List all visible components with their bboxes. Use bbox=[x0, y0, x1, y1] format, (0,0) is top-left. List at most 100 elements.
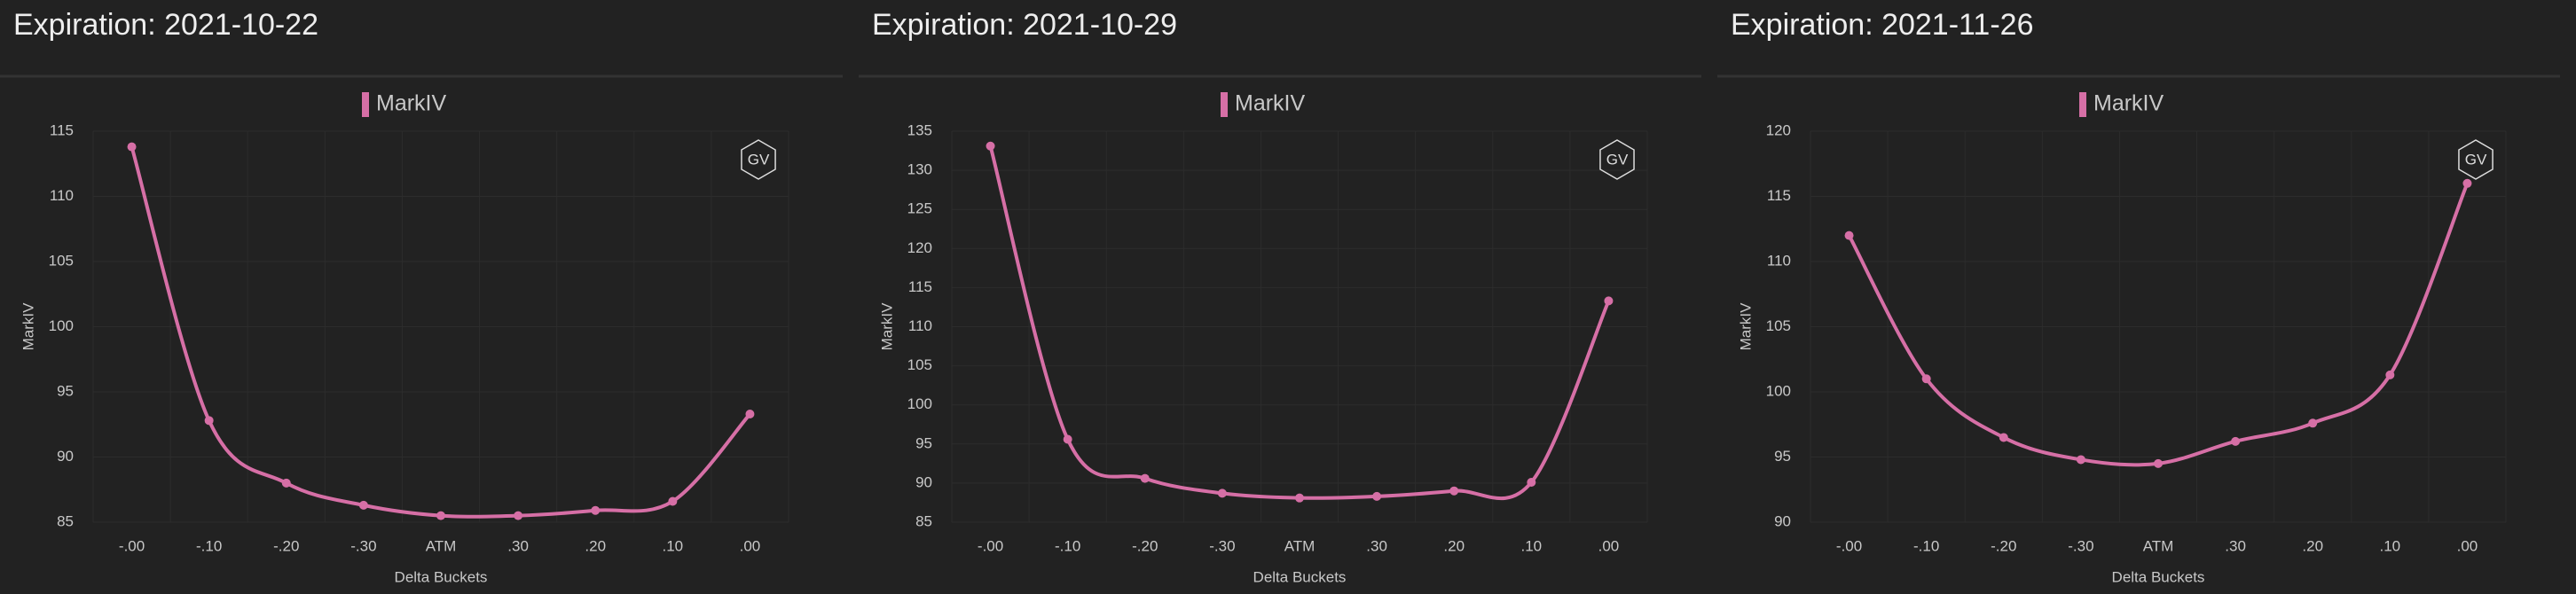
chart-panel: Expiration: 2021-10-29 85 90 95 100 105 110 115… bbox=[859, 8, 1701, 585]
x-tick-label: .10 bbox=[1521, 537, 1543, 554]
point bbox=[1844, 231, 1854, 240]
logo-hexagon bbox=[741, 139, 776, 180]
x-tick-label: -.30 bbox=[1209, 537, 1235, 554]
y-tick-label: 105 bbox=[49, 252, 74, 269]
y-tick-label: 90 bbox=[57, 448, 74, 465]
x-tick-label: ATM bbox=[426, 537, 457, 554]
x-tick-label: ATM bbox=[1284, 537, 1315, 554]
point bbox=[1140, 473, 1150, 483]
y-tick-label: 100 bbox=[907, 395, 932, 412]
point bbox=[1999, 433, 2008, 442]
point bbox=[1295, 493, 1304, 503]
legend-swatch bbox=[362, 92, 369, 117]
y-axis-title: MarkIV bbox=[1737, 302, 1754, 351]
legend-label: MarkIV bbox=[1235, 91, 1306, 116]
chart-panel: Expiration: 2021-11-26 90 95 100 105 110 115 12… bbox=[1717, 8, 2560, 585]
y-tick-label: 90 bbox=[1774, 512, 1791, 529]
y-tick-label: 100 bbox=[49, 317, 74, 334]
y-tick-label: 95 bbox=[57, 382, 74, 399]
y-tick-label: 125 bbox=[907, 200, 932, 217]
y-tick-label: 85 bbox=[57, 512, 74, 529]
y-tick-label: 120 bbox=[907, 239, 932, 256]
x-tick-label: .20 bbox=[1443, 537, 1465, 554]
logo-hexagon bbox=[1599, 139, 1635, 180]
y-tick-label: 105 bbox=[1766, 317, 1791, 334]
line bbox=[130, 146, 751, 519]
chart-title: Expiration: 2021-10-22 bbox=[13, 8, 318, 42]
x-tick-label: .30 bbox=[1366, 537, 1387, 554]
legend-swatch bbox=[1221, 92, 1228, 117]
y-tick-label: 115 bbox=[908, 278, 932, 295]
point bbox=[2462, 178, 2472, 188]
chart-panel: Expiration: 2021-10-22 85 90 95 100 105 110 115… bbox=[0, 8, 843, 585]
y-tick-label: 115 bbox=[50, 121, 74, 138]
x-tick-label: .30 bbox=[2225, 537, 2246, 554]
y-tick-label: 120 bbox=[1766, 121, 1791, 138]
y-tick-label: 105 bbox=[907, 356, 932, 373]
x-tick-label: -.20 bbox=[1991, 537, 2016, 554]
legend-label: MarkIV bbox=[2093, 91, 2164, 116]
x-tick-label: ATM bbox=[2143, 537, 2174, 554]
x-axis-title: Delta Buckets bbox=[2112, 568, 2205, 585]
x-tick-label: -.10 bbox=[1913, 537, 1939, 554]
point bbox=[745, 409, 755, 418]
legend-swatch bbox=[2079, 92, 2086, 117]
logo-hexagon bbox=[2458, 139, 2494, 180]
point bbox=[2231, 436, 2241, 446]
y-tick-label: 95 bbox=[915, 434, 932, 451]
logo-text: GV bbox=[1606, 151, 1629, 168]
point bbox=[1604, 296, 1614, 306]
y-tick-label: 90 bbox=[915, 473, 932, 490]
point bbox=[358, 500, 368, 510]
x-axis-title: Delta Buckets bbox=[1253, 568, 1347, 585]
x-tick-label: -.10 bbox=[1055, 537, 1080, 554]
legend-label: MarkIV bbox=[376, 91, 447, 116]
x-tick-label: .00 bbox=[2457, 537, 2478, 554]
point bbox=[1449, 486, 1459, 496]
y-tick-label: 85 bbox=[915, 512, 932, 529]
x-tick-label: -.10 bbox=[196, 537, 222, 554]
y-tick-label: 110 bbox=[908, 317, 932, 334]
x-tick-label: .20 bbox=[2302, 537, 2323, 554]
chart-title: Expiration: 2021-11-26 bbox=[1731, 8, 2033, 42]
point bbox=[986, 141, 995, 151]
x-axis-title: Delta Buckets bbox=[395, 568, 488, 585]
x-tick-label: .30 bbox=[507, 537, 529, 554]
point bbox=[436, 511, 445, 520]
point bbox=[204, 416, 214, 426]
y-tick-label: 115 bbox=[1767, 187, 1791, 204]
point bbox=[2154, 458, 2163, 468]
point bbox=[281, 478, 291, 488]
logo-text: GV bbox=[748, 151, 770, 168]
y-axis-title: MarkIV bbox=[878, 302, 895, 351]
x-tick-label: .10 bbox=[2380, 537, 2401, 554]
x-tick-label: -.20 bbox=[1132, 537, 1158, 554]
line bbox=[988, 145, 1611, 501]
x-tick-label: .10 bbox=[663, 537, 684, 554]
y-tick-label: 100 bbox=[1766, 382, 1791, 399]
x-tick-label: -.20 bbox=[273, 537, 299, 554]
line bbox=[1847, 183, 2470, 467]
x-tick-label: .00 bbox=[740, 537, 761, 554]
y-tick-label: 130 bbox=[907, 161, 932, 178]
point bbox=[1921, 374, 1931, 384]
point bbox=[127, 142, 137, 152]
point bbox=[2076, 455, 2085, 465]
y-axis-title: MarkIV bbox=[20, 302, 36, 351]
chart-title: Expiration: 2021-10-29 bbox=[872, 8, 1177, 42]
point bbox=[1217, 488, 1227, 498]
x-tick-label: -.00 bbox=[119, 537, 145, 554]
x-tick-label: -.30 bbox=[350, 537, 376, 554]
logo-text: GV bbox=[2465, 151, 2487, 168]
point bbox=[1372, 491, 1382, 501]
point bbox=[2385, 370, 2395, 379]
point bbox=[1527, 478, 1536, 488]
x-tick-label: -.00 bbox=[1836, 537, 1862, 554]
x-tick-label: -.00 bbox=[978, 537, 1003, 554]
x-tick-label: .00 bbox=[1598, 537, 1620, 554]
y-tick-label: 110 bbox=[50, 187, 74, 204]
y-tick-label: 110 bbox=[1767, 252, 1791, 269]
point bbox=[1063, 434, 1072, 444]
